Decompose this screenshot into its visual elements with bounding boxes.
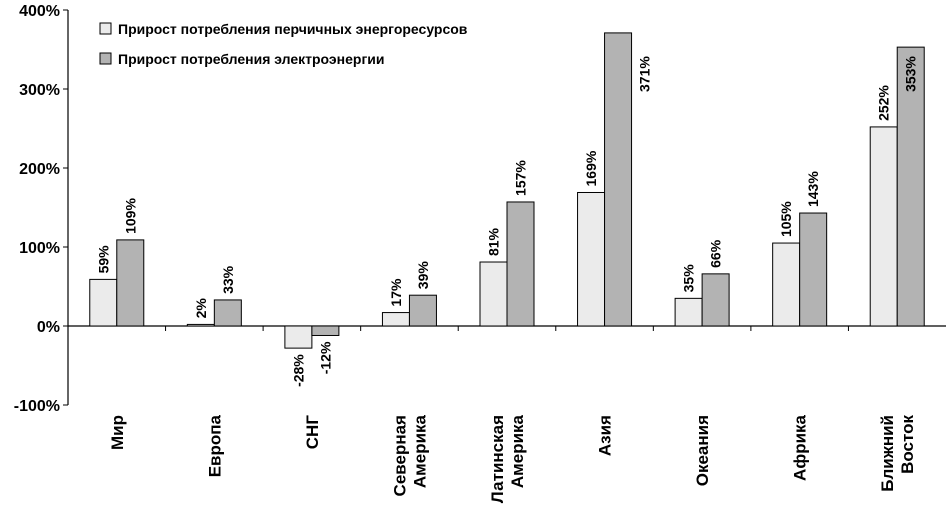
data-labels: 59% 2% -28% 17% 81% 169% 35% 105% 252% 109% 33% -12…: [95, 56, 918, 387]
data-label: 81%: [486, 227, 502, 256]
bar-series-1: [577, 191, 606, 327]
legend-label: Прирост потребления электроэнергии: [118, 51, 385, 67]
data-label: 143%: [805, 171, 821, 207]
bar-series-1: [186, 323, 215, 327]
legend-swatch: [99, 52, 112, 65]
category-label: Америка: [410, 414, 429, 488]
category-label: Ближний: [878, 415, 897, 492]
category-label: Восток: [898, 415, 917, 474]
y-tick-label: 300%: [19, 82, 60, 99]
data-label: 66%: [708, 239, 724, 268]
category-label: Северная: [390, 415, 409, 496]
bar-series-1: [381, 312, 410, 327]
data-label: 371%: [637, 56, 653, 92]
data-label: 353%: [903, 56, 919, 92]
category-label: Мир: [108, 415, 127, 450]
data-label: 2%: [193, 298, 209, 319]
bar-series-2: [604, 32, 633, 327]
category-label: Европа: [205, 414, 224, 477]
category-label: Океания: [693, 415, 712, 486]
bar-series-1: [869, 126, 898, 327]
data-label: 169%: [583, 150, 599, 186]
bar-series-1: [284, 325, 313, 349]
bars: [89, 32, 925, 349]
y-axis-ticks: 400% 300% 200% 100% 0% -100%: [14, 3, 68, 415]
y-tick-label: 100%: [19, 240, 60, 257]
y-tick-label: 400%: [19, 3, 60, 20]
bar-series-1: [772, 242, 801, 327]
legend-label: Прирост потребления перчичных энергоресу…: [118, 21, 468, 37]
data-label: -28%: [290, 354, 306, 387]
bar-series-1: [89, 278, 118, 327]
bar-series-2: [799, 212, 828, 327]
category-labels: Мир Европа СНГ Северная Америка Латинская Амер…: [108, 414, 917, 503]
data-label: 35%: [681, 264, 697, 293]
data-label: -12%: [317, 341, 333, 374]
data-label: 105%: [778, 201, 794, 237]
data-label: 17%: [388, 278, 404, 307]
category-label: Азия: [596, 415, 615, 456]
bar-series-2: [311, 325, 340, 336]
category-label: Америка: [508, 414, 527, 488]
bar-series-2: [213, 299, 242, 327]
category-label: Африка: [791, 414, 810, 480]
bar-series-2: [116, 239, 145, 327]
bar-series-1: [674, 297, 703, 327]
y-tick-label: 200%: [19, 161, 60, 178]
bar-series-2: [701, 273, 730, 327]
data-label: 109%: [122, 198, 138, 234]
bar-series-2: [506, 201, 535, 327]
category-label: Латинская: [488, 415, 507, 503]
bar-series-2: [408, 294, 437, 327]
bar-series-1: [479, 261, 508, 327]
category-label: СНГ: [303, 415, 322, 450]
data-label: 33%: [220, 265, 236, 294]
legend: Прирост потребления перчичных энергоресу…: [99, 21, 468, 67]
data-label: 59%: [95, 245, 111, 274]
bar-series-2: [896, 46, 925, 327]
y-tick-label: -100%: [14, 398, 60, 415]
legend-swatch: [99, 22, 112, 35]
y-tick-label: 0%: [37, 319, 60, 336]
data-label: 157%: [513, 160, 529, 196]
data-label: 252%: [876, 85, 892, 121]
data-label: 39%: [415, 261, 431, 290]
